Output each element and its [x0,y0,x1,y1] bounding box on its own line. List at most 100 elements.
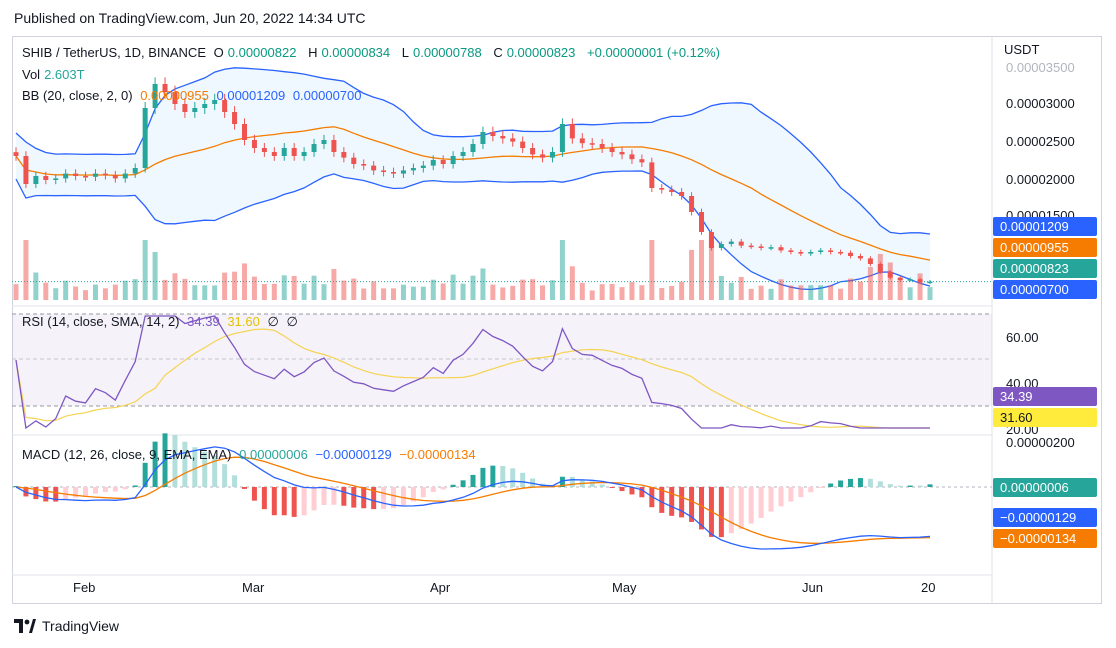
candle-body [738,241,744,246]
candle-body [500,136,506,139]
volume-bar [400,284,406,300]
candle-body [748,245,754,248]
macd-signal-value: −0.00000134 [399,447,476,462]
volume-bar [152,252,158,300]
volume-bar [768,288,774,300]
rsi-line [15,315,930,430]
macd-axis-tick: 0.00000200 [1006,435,1075,450]
macd-legend[interactable]: MACD (12, 26, close, 9, EMA, EMA) 0.0000… [22,447,476,462]
candle-body [430,160,436,166]
tradingview-brand[interactable]: TradingView [14,618,119,634]
macd-histogram-bar [311,487,317,511]
macd-histogram-bar [808,487,814,493]
candle-body [699,212,704,232]
volume-bar [202,285,208,300]
candle-body [718,244,724,248]
volume-bar [132,279,138,300]
volume-bar [867,267,873,300]
macd-histogram-bar [63,487,69,500]
axis-tick-price: 0.00002000 [1006,172,1075,187]
macd-histogram-bar [828,483,834,487]
rsi-ma-tag: 31.60 [993,408,1097,427]
volume-bar [53,288,59,300]
ohlc-close: C 0.00000823 [493,45,576,60]
volume-bar [549,280,555,300]
macd-histogram-bar [778,487,784,507]
macd-histogram-bar [291,487,297,517]
candle-body [818,250,824,252]
volume-bar [271,283,277,300]
candle-body [549,152,555,158]
volume-bar [251,276,257,300]
macd-histogram-bar [877,481,883,487]
candle-body [877,264,883,272]
macd-histogram-bar [271,487,277,516]
volume-bar [192,285,198,300]
candle-body [172,92,178,104]
macd-signal-line [15,456,931,544]
macd-histogram-bar [857,478,863,487]
x-label-jun: Jun [802,580,823,595]
volume-bar [281,275,287,300]
candle-body [838,252,844,254]
rsi-ma-line [15,328,930,429]
candle-body [420,165,426,168]
volume-bar [857,281,863,300]
candle-body [102,173,108,176]
bb-lower-value: 0.00000700 [292,88,362,103]
ohlc-change: +0.00000001 (+0.12%) [587,45,721,60]
volume-bar [659,288,665,300]
macd-histogram-bar [381,487,387,509]
macd-histogram-bar [43,487,49,502]
candle-body [659,188,665,190]
axis-tick-price: 0.00003500 [1006,60,1075,75]
volume-bar [480,268,486,300]
x-label-may: May [612,580,637,595]
macd-histogram-bar [679,487,685,518]
volume-bar [609,284,615,300]
volume-bar [649,240,655,300]
volume-bar [73,286,79,300]
candle-body [907,279,913,281]
macd-histogram-bar [420,487,426,498]
tradingview-logo-icon [14,619,36,633]
x-label-20: 20 [921,580,936,595]
macd-histogram-bar [927,484,933,487]
symbol-title[interactable]: SHIB / TetherUS, 1D, BINANCE [22,45,206,60]
macd-histogram-bar [867,478,873,487]
volume-bar [371,281,377,300]
macd-histogram-bar [907,485,913,487]
volume-bar [410,286,416,300]
volume-bar [818,285,824,300]
candle-body [897,277,903,280]
macd-tag: −0.00000129 [993,508,1097,527]
macd-histogram-bar [500,465,506,487]
rsi-band-fill [12,314,992,406]
candle-body [381,170,387,172]
bb-legend[interactable]: BB (20, close, 2, 0) 0.00000955 0.000012… [22,88,362,103]
candle-body [132,168,138,174]
macd-histogram-bar [430,487,436,492]
volume-bar [420,286,426,300]
candle-body [112,175,118,179]
volume-bar [112,284,118,300]
ohlc-low: L 0.00000788 [401,45,482,60]
volume-bar [102,288,108,300]
chart-frame[interactable] [12,36,1102,604]
volume-bar [808,285,814,300]
macd-histogram-bar [33,487,39,500]
macd-histogram-bar [887,484,893,487]
rsi-legend[interactable]: RSI (14, close, SMA, 14, 2) 34.39 31.60 … [22,314,298,329]
macd-histogram-bar [788,487,794,502]
candle-body [609,148,615,152]
candle-body [142,108,148,168]
volume-bar [569,266,575,300]
volume-legend[interactable]: Vol 2.603T [22,67,85,82]
volume-bar [83,290,89,300]
candle-body [798,252,804,254]
volume-bar [182,278,188,300]
candle-body [927,281,933,284]
volume-bar [540,285,546,300]
candle-body [192,108,198,112]
